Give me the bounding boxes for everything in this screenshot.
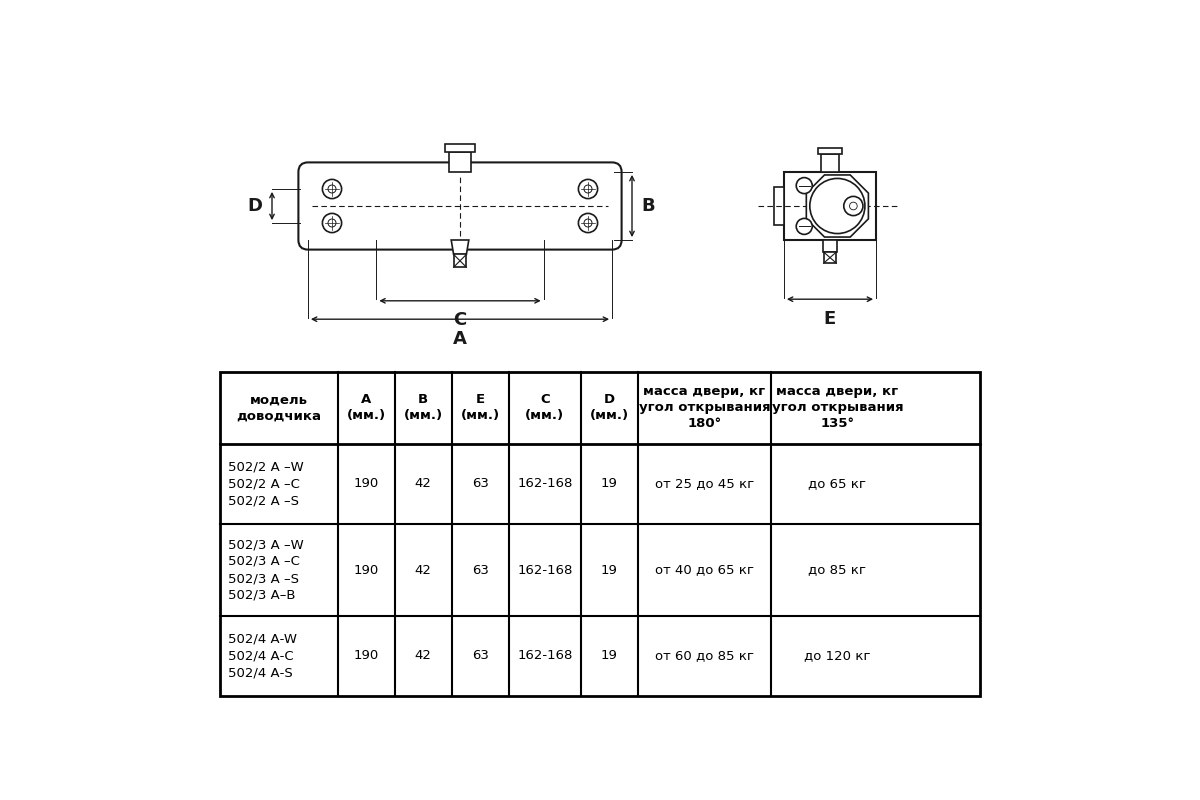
Circle shape (797, 178, 812, 194)
Bar (823, 240, 838, 252)
Bar (818, 148, 842, 154)
Text: от 40 до 65 кг: от 40 до 65 кг (655, 563, 754, 577)
Bar (774, 186, 784, 226)
Bar (449, 152, 472, 172)
Circle shape (584, 219, 592, 227)
Text: 42: 42 (415, 563, 432, 577)
Bar (445, 144, 475, 152)
Text: 42: 42 (415, 650, 432, 662)
Polygon shape (451, 240, 469, 254)
Text: от 25 до 45 кг: от 25 до 45 кг (655, 478, 754, 490)
Text: 42: 42 (415, 478, 432, 490)
Text: C: C (454, 311, 467, 330)
Text: 190: 190 (354, 650, 379, 662)
Text: D
(мм.): D (мм.) (590, 394, 629, 422)
Text: A: A (454, 330, 467, 347)
Circle shape (328, 185, 336, 193)
Text: от 60 до 85 кг: от 60 до 85 кг (655, 650, 754, 662)
Text: E: E (824, 310, 836, 328)
Text: 63: 63 (472, 478, 488, 490)
Text: масса двери, кг
угол открывания
180°: масса двери, кг угол открывания 180° (638, 386, 770, 430)
Text: 502/4 А-W
502/4 А-C
502/4 А-S: 502/4 А-W 502/4 А-C 502/4 А-S (228, 633, 298, 679)
Text: до 65 кг: до 65 кг (809, 478, 866, 490)
Text: C
(мм.): C (мм.) (526, 394, 564, 422)
Text: D: D (247, 197, 263, 215)
Text: до 85 кг: до 85 кг (809, 563, 866, 577)
Bar (821, 154, 839, 172)
Text: 162-168: 162-168 (517, 650, 572, 662)
Circle shape (323, 214, 342, 233)
Bar (823, 252, 836, 263)
Text: 19: 19 (601, 478, 618, 490)
Text: до 120 кг: до 120 кг (804, 650, 871, 662)
Text: 190: 190 (354, 563, 379, 577)
Circle shape (328, 219, 336, 227)
Text: 19: 19 (601, 563, 618, 577)
Bar (220, 372, 980, 696)
Text: 63: 63 (472, 650, 488, 662)
Text: E
(мм.): E (мм.) (461, 394, 500, 422)
Text: B: B (642, 197, 655, 215)
Circle shape (850, 202, 857, 210)
Circle shape (844, 196, 863, 215)
Circle shape (797, 218, 812, 234)
Text: 502/3 А –W
502/3 А –С
502/3 А –S
502/3 А–В: 502/3 А –W 502/3 А –С 502/3 А –S 502/3 А… (228, 538, 304, 602)
Circle shape (810, 178, 865, 234)
Bar (454, 254, 467, 267)
Text: B
(мм.): B (мм.) (403, 394, 443, 422)
Text: 502/2 А –W
502/2 А –С
502/2 А –S: 502/2 А –W 502/2 А –С 502/2 А –S (228, 461, 304, 507)
Circle shape (323, 179, 342, 198)
Text: 162-168: 162-168 (517, 478, 572, 490)
Text: 190: 190 (354, 478, 379, 490)
Circle shape (584, 185, 592, 193)
Text: модель
доводчика: модель доводчика (236, 394, 322, 422)
Bar (784, 172, 876, 240)
Circle shape (578, 179, 598, 198)
Text: 19: 19 (601, 650, 618, 662)
Text: A
(мм.): A (мм.) (347, 394, 386, 422)
FancyBboxPatch shape (299, 162, 622, 250)
Circle shape (578, 214, 598, 233)
Text: масса двери, кг
угол открывания
135°: масса двери, кг угол открывания 135° (772, 386, 904, 430)
Polygon shape (806, 175, 869, 237)
Text: 63: 63 (472, 563, 488, 577)
Text: 162-168: 162-168 (517, 563, 572, 577)
